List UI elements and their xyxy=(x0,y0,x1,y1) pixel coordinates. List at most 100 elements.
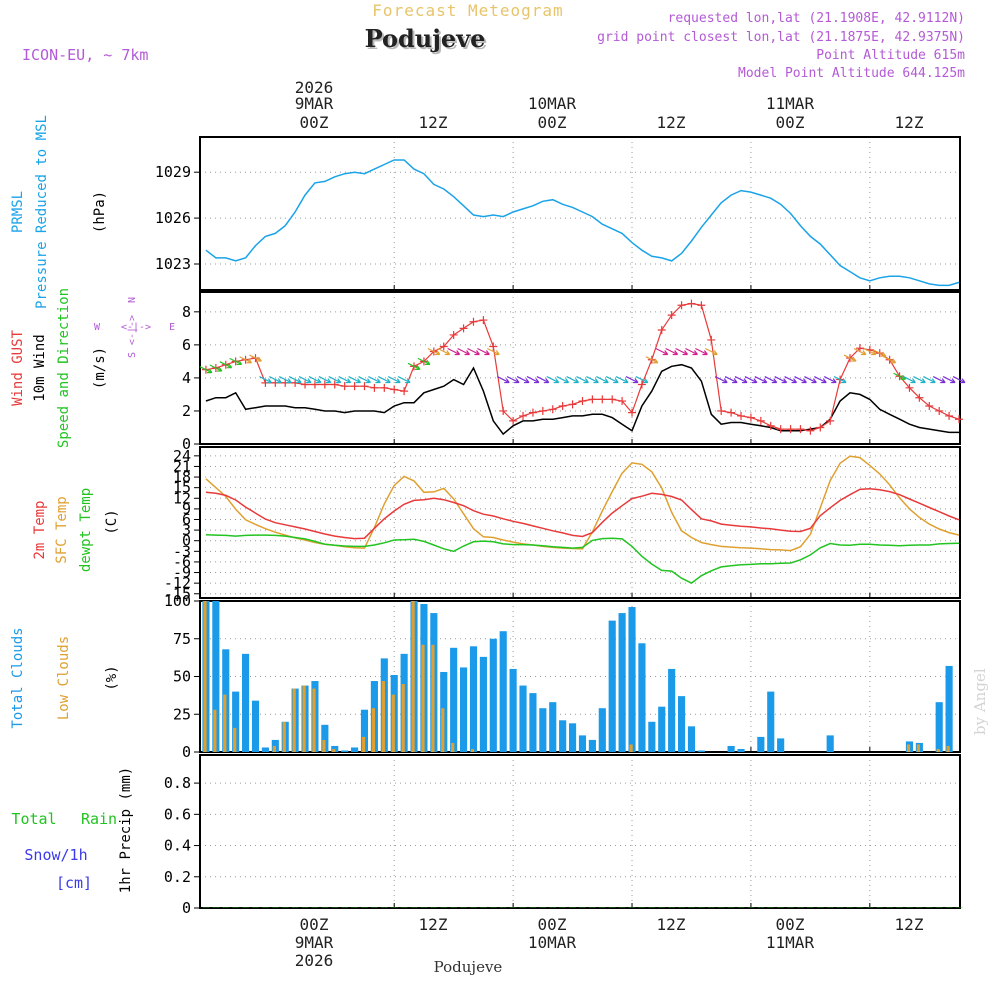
y-tick-label: 12 xyxy=(173,489,191,507)
total-clouds-bar xyxy=(212,601,220,752)
bottom-day-2: 10MAR xyxy=(528,933,577,952)
wind-direction-arrow xyxy=(219,361,233,369)
total-clouds-bar xyxy=(767,691,775,752)
low-clouds-bar xyxy=(332,748,336,752)
low-clouds-bar xyxy=(401,684,405,752)
wind-direction-arrow xyxy=(873,349,887,357)
precip-bar xyxy=(242,907,250,908)
precip-bar xyxy=(767,907,775,908)
model-altitude: Model Point Altitude 644.125m xyxy=(738,66,965,81)
snow-unit-label: [cm] xyxy=(56,874,92,892)
wind-speed-line xyxy=(205,363,959,436)
precip-bar xyxy=(460,907,468,908)
gust-marker xyxy=(528,408,537,417)
compass-w: W xyxy=(94,322,101,333)
low-clouds-bar xyxy=(441,708,445,752)
gust-marker xyxy=(935,406,944,415)
gust-marker xyxy=(915,393,924,402)
sfc-label: SFC Temp xyxy=(54,496,70,563)
precip-bar xyxy=(271,907,279,908)
gust-marker xyxy=(608,395,617,404)
wind-direction-arrow xyxy=(695,347,708,356)
total-clouds-bar xyxy=(529,693,537,752)
gust-marker xyxy=(717,406,726,415)
wind-direction-arrow xyxy=(586,376,599,384)
y-tick-label: 75 xyxy=(173,630,191,648)
precip-bar xyxy=(410,907,418,908)
gust-marker xyxy=(667,311,676,320)
wind-direction-arrow xyxy=(823,376,837,384)
top-tick-6: 12Z xyxy=(895,113,924,132)
y-tick-label: -6 xyxy=(173,553,191,571)
wind-direction-arrow xyxy=(209,364,223,372)
wind-direction-arrow xyxy=(229,357,243,365)
wind-direction-arrow xyxy=(744,376,758,384)
low-clouds-bar xyxy=(203,601,207,752)
compass-ew-arrows: <-|-> xyxy=(127,315,138,345)
gust-label: Wind GUST xyxy=(10,330,26,406)
total-clouds-bar xyxy=(618,613,626,752)
total-clouds-bar xyxy=(341,750,349,752)
gust-marker xyxy=(746,413,755,422)
total-clouds-bar xyxy=(271,739,279,752)
gust-marker xyxy=(955,415,964,424)
y-tick-label: 0 xyxy=(182,435,191,453)
total-clouds-bar xyxy=(677,696,686,752)
wind-direction-arrow xyxy=(556,376,570,384)
total-clouds-bar xyxy=(232,691,240,752)
precip-bar xyxy=(608,907,616,908)
precip-bar xyxy=(400,907,408,908)
precip-bar xyxy=(331,907,339,908)
precip-bar xyxy=(360,907,369,908)
total-clouds-bar xyxy=(598,708,606,752)
total-clouds-bar xyxy=(777,738,785,752)
total-clouds-bar xyxy=(628,607,636,752)
bottom-year: 2026 xyxy=(295,951,334,970)
y-tick-label: 1023 xyxy=(155,255,191,273)
precip-bar xyxy=(212,907,220,908)
y-tick-label: 6 xyxy=(182,510,191,528)
y-tick-label: 21 xyxy=(173,457,191,475)
wind-direction-arrow xyxy=(288,376,302,384)
y-tick-label: -3 xyxy=(173,542,191,560)
precip-bar xyxy=(638,907,646,908)
low-clouds-bar xyxy=(421,644,425,752)
gust-marker xyxy=(439,342,448,351)
wind-direction-arrow xyxy=(407,362,421,370)
gust-marker xyxy=(727,408,736,417)
precip-bar xyxy=(549,907,557,908)
wind-direction-arrow xyxy=(774,376,788,384)
gust-marker xyxy=(766,421,775,430)
precip-bar xyxy=(559,907,567,908)
wind-direction-arrow xyxy=(764,376,778,384)
wind-direction-arrow xyxy=(477,347,490,356)
precip-bar xyxy=(687,907,696,908)
wind-direction-arrow xyxy=(625,376,639,384)
gust-marker xyxy=(776,425,785,434)
wind-direction-arrow xyxy=(734,376,748,384)
gust-marker xyxy=(390,385,399,394)
wind-direction-arrow xyxy=(368,376,381,384)
total-clouds-bar xyxy=(460,667,468,752)
wind-direction-arrow xyxy=(794,376,807,384)
y-tick-label: 1029 xyxy=(155,163,191,181)
compass-s: S xyxy=(127,352,138,358)
wind-direction-arrow xyxy=(338,376,352,384)
total-clouds-bar xyxy=(737,748,745,752)
wind-direction-arrow xyxy=(903,376,916,384)
precip-axis-label: 1hr Precip (mm) xyxy=(118,767,134,893)
precip-bar xyxy=(281,907,289,908)
precip-bar xyxy=(786,907,795,908)
total-clouds-bar xyxy=(499,631,507,752)
total-clouds-bar xyxy=(539,708,547,752)
gust-marker xyxy=(816,423,825,432)
precip-bar xyxy=(737,907,745,908)
credit-watermark: by Angel xyxy=(971,668,989,735)
low-clouds-bar xyxy=(451,742,455,752)
precip-bar xyxy=(796,907,805,908)
wind-direction-arrow xyxy=(615,376,629,384)
y-tick-label: 3 xyxy=(182,521,191,539)
y-tick-label: 15 xyxy=(173,479,191,497)
precip-bar xyxy=(915,907,923,908)
y-tick-label: 25 xyxy=(173,705,191,723)
